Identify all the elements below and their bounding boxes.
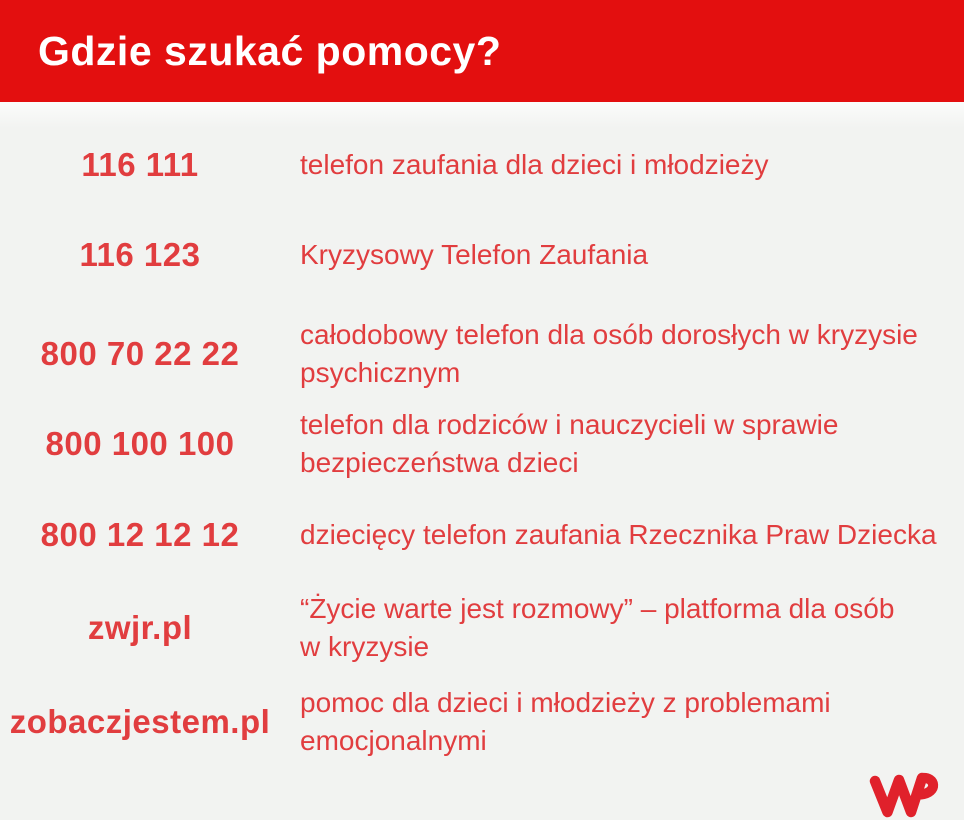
contact-value: zwjr.pl <box>87 609 193 646</box>
contact-description-line: w kryzysie <box>300 631 430 662</box>
help-entry-row: 800 70 22 22 całodobowy telefon dla osób … <box>0 316 964 392</box>
page-title: Gdzie szukać pomocy? <box>38 27 502 74</box>
contact-description-line: całodobowy telefon dla osób dorosłych w … <box>300 319 918 350</box>
contact-description-line: “Życie warte jest rozmowy” – platforma d… <box>300 593 895 624</box>
contact-description-line: telefon dla rodziców i nauczycieli w spr… <box>300 409 839 440</box>
contact-description: pomoc dla dzieci i młodzieży z problemam… <box>300 684 960 760</box>
contact-description-line: telefon zaufania dla dzieci i młodzieży <box>300 149 769 180</box>
contact-description: telefon zaufania dla dzieci i młodzieży <box>300 146 960 184</box>
contact-description: telefon dla rodziców i nauczycieli w spr… <box>300 406 960 482</box>
help-entry-row: 800 100 100 telefon dla rodziców i nauczy… <box>0 406 964 482</box>
contact-value: 116 111 <box>81 146 199 183</box>
contact-description-line: emocjonalnymi <box>300 725 487 756</box>
wp-logo <box>868 770 940 818</box>
contact-value: 116 123 <box>79 236 201 273</box>
help-entries-list: 116 111 telefon zaufania dla dzieci i mło… <box>0 146 964 760</box>
help-entry-row: 116 111 telefon zaufania dla dzieci i mło… <box>0 146 964 184</box>
contact-description-line: bezpieczeństwa dzieci <box>300 447 579 478</box>
header-banner: Gdzie szukać pomocy? <box>0 0 964 102</box>
contact-description-line: Kryzysowy Telefon Zaufania <box>300 239 649 270</box>
help-entry-row: 800 12 12 12 dziecięcy telefon zaufania R… <box>0 516 964 554</box>
help-entry-row: zwjr.pl “Życie warte jest rozmowy” – plat… <box>0 590 964 666</box>
help-entry-row: 116 123 Kryzysowy Telefon Zaufania <box>0 236 964 274</box>
contact-description-line: pomoc dla dzieci i młodzieży z problemam… <box>300 687 831 718</box>
contact-value: 800 70 22 22 <box>40 335 240 372</box>
contact-description: “Życie warte jest rozmowy” – platforma d… <box>300 590 960 666</box>
contact-value: 800 100 100 <box>45 425 235 462</box>
contact-description-line: psychicznym <box>300 357 461 388</box>
contact-description: całodobowy telefon dla osób dorosłych w … <box>300 316 960 392</box>
content-area: 116 111 telefon zaufania dla dzieci i mło… <box>0 102 964 820</box>
contact-value: zobaczjestem.pl <box>9 703 271 740</box>
wp-logo-icon <box>869 772 939 818</box>
contact-description: Kryzysowy Telefon Zaufania <box>300 236 960 274</box>
contact-value: 800 12 12 12 <box>40 516 240 553</box>
contact-description-line: dziecięcy telefon zaufania Rzecznika Pra… <box>300 519 937 550</box>
contact-description: dziecięcy telefon zaufania Rzecznika Pra… <box>300 516 960 554</box>
help-entry-row: zobaczjestem.pl pomoc dla dzieci i młodzi… <box>0 684 964 760</box>
